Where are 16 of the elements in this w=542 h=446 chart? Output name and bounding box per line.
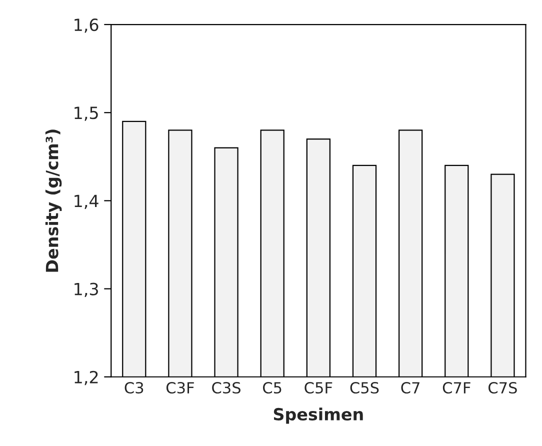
x-tick-label: C3F — [166, 382, 194, 394]
y-axis-title: Density (g/cm³) — [45, 130, 62, 272]
x-tick-label: C7 — [401, 382, 420, 394]
y-tick-label: 1,2 — [74, 370, 98, 386]
y-tick-label: 1,6 — [74, 18, 98, 33]
x-tick-label: C3S — [212, 382, 240, 394]
x-tick-label: C5 — [263, 382, 282, 394]
y-tick-label: 1,3 — [74, 282, 98, 298]
x-tick-label: C7S — [488, 382, 517, 394]
x-tick-label: C7F — [442, 382, 470, 394]
y-tick-label: 1,4 — [74, 194, 98, 209]
y-tick-label: 1,5 — [74, 106, 98, 121]
x-tick-label: C5F — [304, 382, 332, 394]
x-tick-label: C3 — [124, 382, 144, 394]
x-axis-title: Spesimen — [274, 408, 363, 424]
x-tick-label: C5S — [350, 382, 379, 394]
